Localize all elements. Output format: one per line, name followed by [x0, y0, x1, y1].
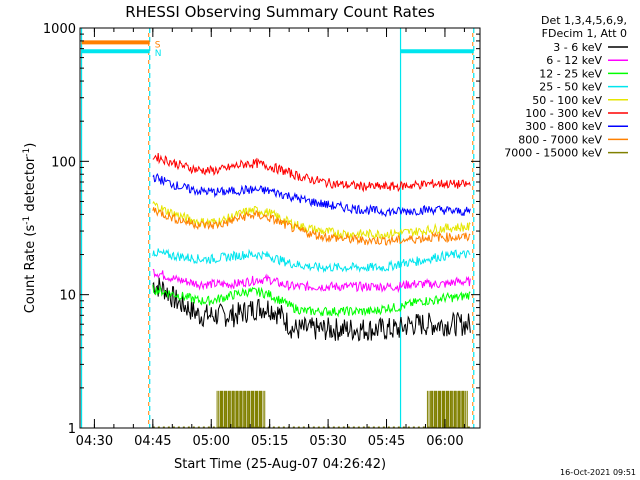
- legend-label: 100 - 300 keV: [525, 107, 602, 120]
- series-2: [152, 284, 471, 318]
- x-tick-label: 04:45: [134, 434, 171, 449]
- legend-label: 3 - 6 keV: [553, 41, 602, 54]
- y-tick-label: 100: [51, 155, 76, 170]
- y-axis-label-sup1: -1: [22, 216, 32, 225]
- series-line: [152, 269, 471, 294]
- axes: 1 10 100 1000 04:30 04:45 05:00 05:15 05:30 05:45…: [43, 22, 481, 449]
- legend-label: 7000 - 15000 keV: [504, 147, 602, 160]
- y-axis-label-mid: detector: [23, 156, 38, 216]
- series-5: [152, 152, 471, 193]
- y-axis-label-sup2: -1: [22, 148, 32, 157]
- plot-area: SN: [80, 28, 475, 428]
- flag-label-n: N: [155, 49, 162, 59]
- series-line: [152, 152, 471, 193]
- x-tick-label: 05:45: [368, 434, 405, 449]
- y-tick-label: 1000: [43, 22, 76, 37]
- y-tick-label: 10: [59, 289, 76, 304]
- series-7: [152, 207, 471, 246]
- y-axis-label-main: Count Rate (s: [23, 225, 38, 314]
- legend-header-line: FDecim 1, Att 0: [542, 27, 627, 40]
- legend-label: 800 - 7000 keV: [518, 133, 602, 146]
- flag-label-s: S: [155, 40, 161, 50]
- legend-label: 300 - 800 keV: [525, 120, 602, 133]
- legend-header-line: Det 1,3,4,5,6,9,: [541, 14, 627, 27]
- series-line: [152, 248, 471, 274]
- series-line: [152, 173, 471, 218]
- x-tick-label: 05:30: [309, 434, 346, 449]
- y-axis-label: Count Rate (s-1 detector-1): [22, 143, 38, 314]
- x-tick-label: 04:30: [76, 434, 113, 449]
- legend-label: 25 - 50 keV: [539, 81, 602, 94]
- legend-header: Det 1,3,4,5,6,9,FDecim 1, Att 0: [541, 14, 627, 40]
- series-0: [152, 277, 471, 342]
- series-1: [152, 269, 471, 294]
- series-line: [152, 207, 471, 246]
- series-6: [152, 173, 471, 218]
- legend-label: 6 - 12 keV: [546, 54, 602, 67]
- series-3: [152, 248, 471, 274]
- legend-label: 50 - 100 keV: [532, 94, 602, 107]
- timestamp: 16-Oct-2021 09:51: [560, 468, 636, 477]
- chart-title: RHESSI Observing Summary Count Rates: [125, 3, 435, 21]
- x-tick-label: 06:00: [426, 434, 463, 449]
- x-tick-label: 05:00: [193, 434, 230, 449]
- y-tick-label: 1: [68, 422, 76, 437]
- legend-label: 12 - 25 keV: [539, 67, 602, 80]
- series-8: [152, 390, 473, 428]
- y-axis-label-end: ): [23, 143, 38, 148]
- plot-frame: [79, 27, 481, 429]
- x-axis-label: Start Time (25-Aug-07 04:26:42): [174, 457, 386, 472]
- x-tick-label: 05:15: [251, 434, 288, 449]
- series-line: [152, 277, 471, 342]
- series-line: [152, 284, 471, 318]
